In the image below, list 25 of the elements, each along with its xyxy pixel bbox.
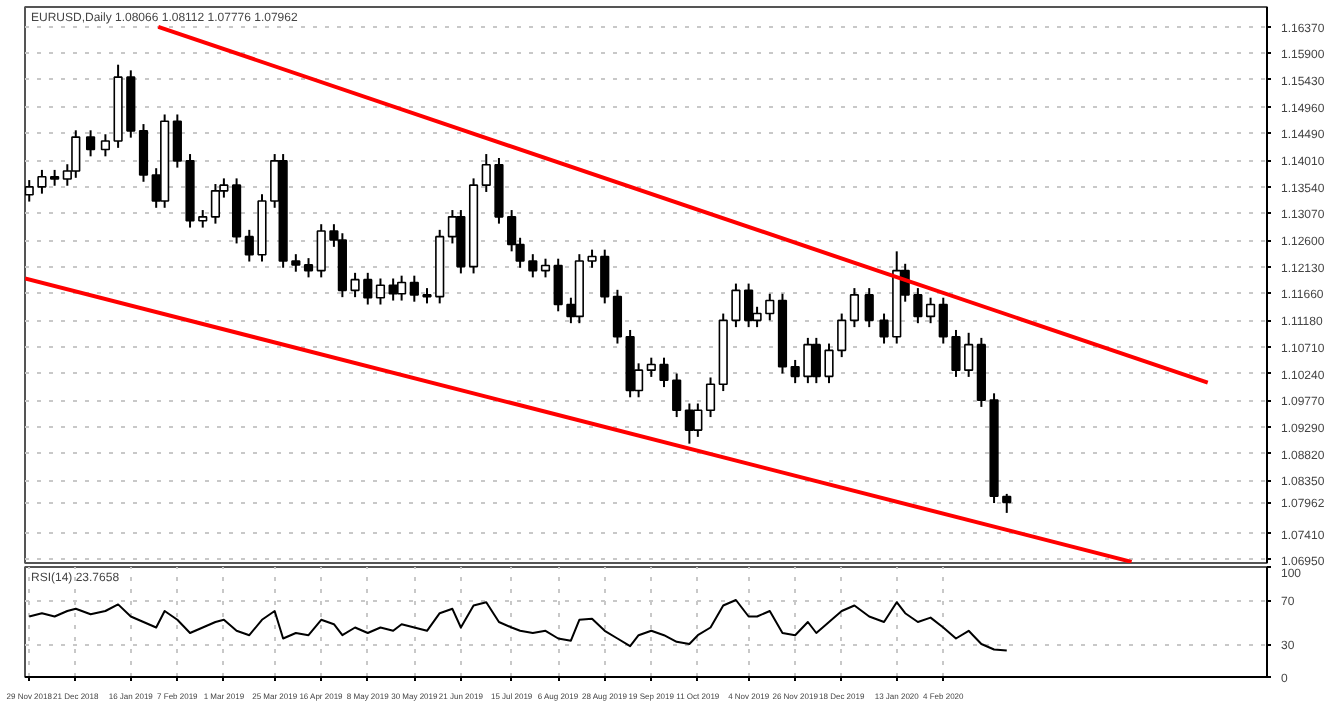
candlestick	[210, 183, 221, 225]
candlestick	[388, 277, 398, 302]
candlestick	[71, 129, 81, 179]
candlestick	[864, 287, 874, 329]
candlestick	[849, 287, 860, 329]
candlestick	[25, 179, 34, 203]
candlestick	[375, 277, 386, 306]
candlestick	[100, 133, 111, 158]
candlestick	[913, 287, 923, 325]
candlestick	[172, 113, 182, 169]
candlestick	[409, 274, 419, 303]
candlestick	[303, 257, 314, 279]
candlestick	[540, 257, 551, 279]
candlestick	[1002, 492, 1012, 514]
candlestick	[684, 402, 694, 445]
candlestick	[612, 288, 623, 345]
candlestick	[938, 296, 948, 345]
candlestick	[705, 376, 716, 419]
candlestick	[138, 123, 149, 183]
candlestick	[925, 296, 936, 325]
candlestick	[85, 129, 96, 158]
candlestick	[672, 372, 682, 419]
candlestick	[693, 402, 703, 438]
candlestick	[528, 253, 538, 279]
candlestick	[397, 274, 407, 302]
